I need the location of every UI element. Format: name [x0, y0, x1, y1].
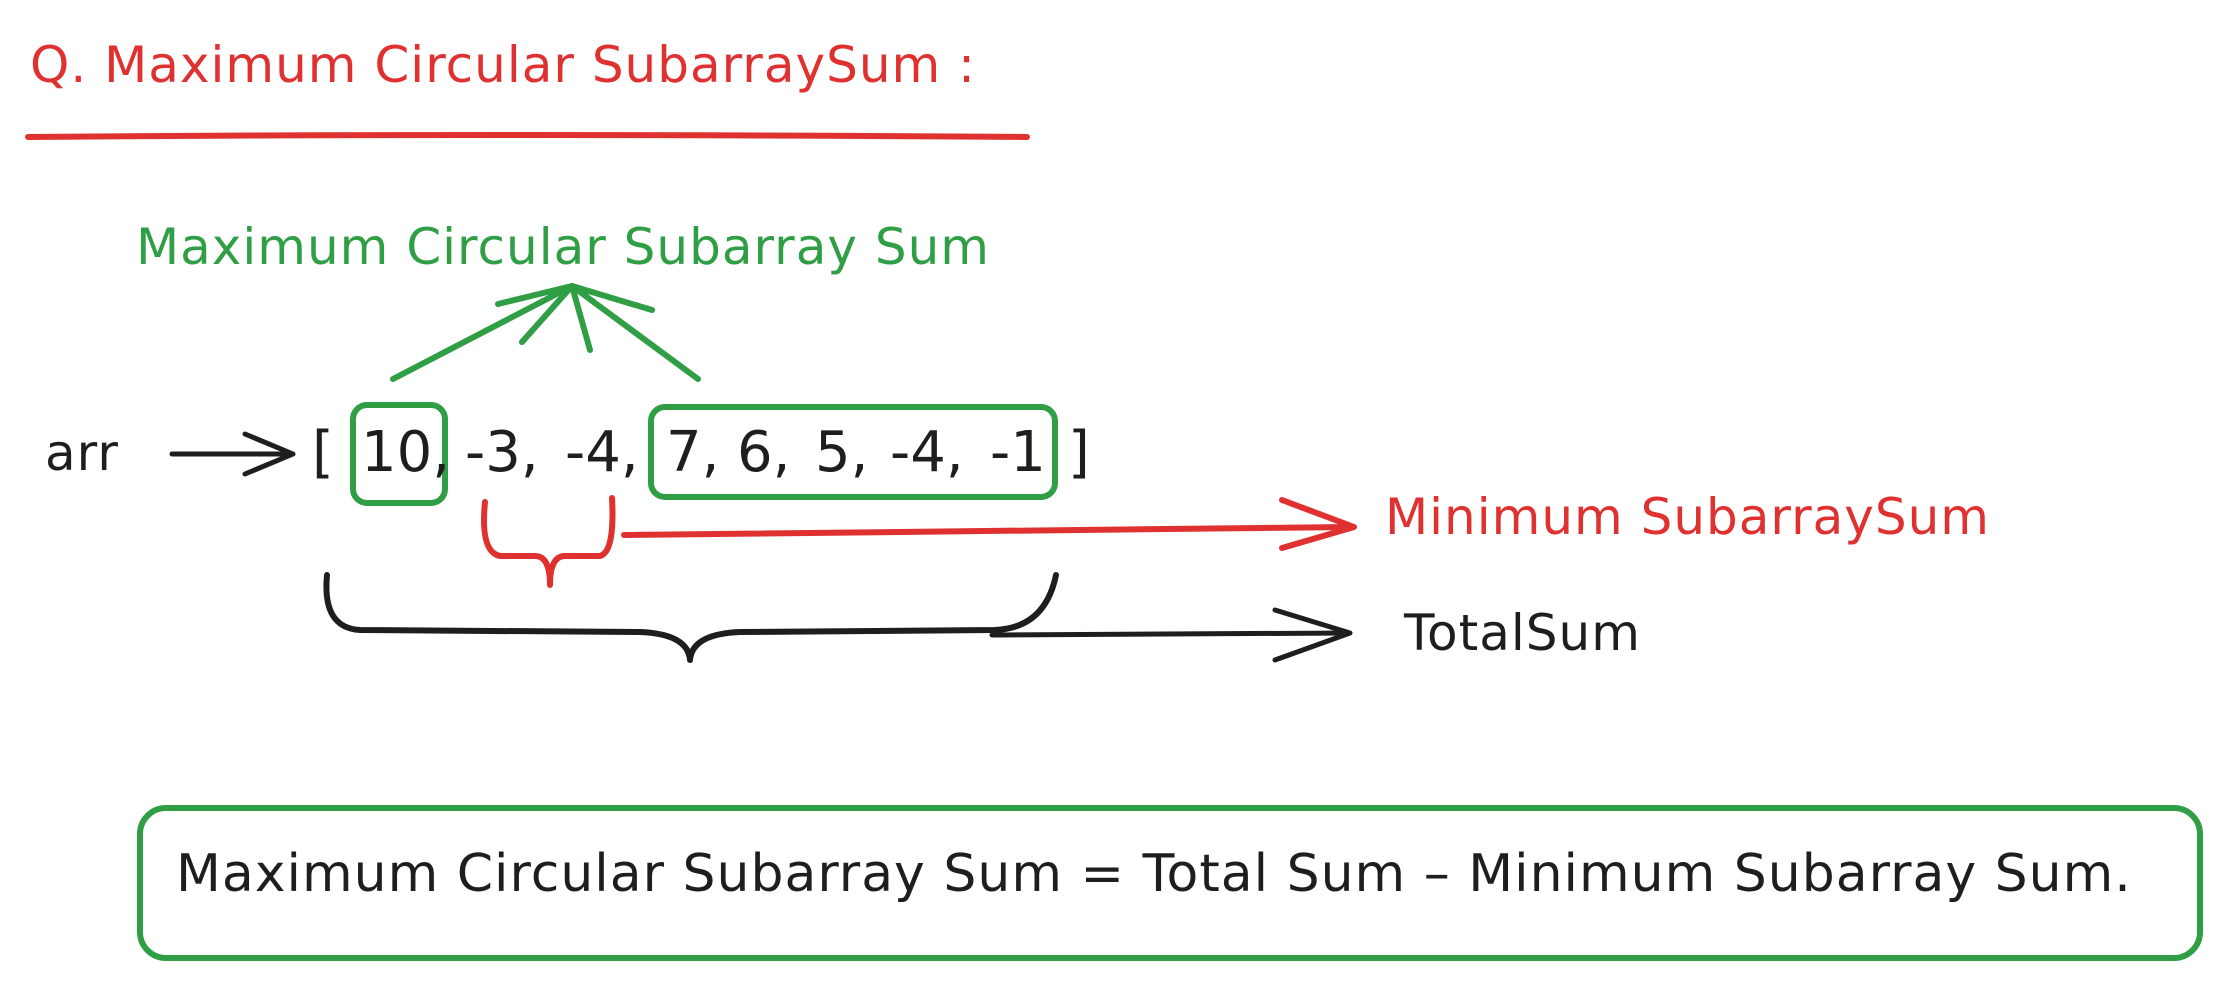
formula-box	[137, 805, 2203, 961]
red-arrow-head	[1279, 497, 1357, 551]
red-brace	[481, 495, 616, 588]
green-arrow-right-shaft	[569, 283, 701, 382]
black-brace	[323, 572, 1059, 663]
arr-label: arr	[45, 424, 119, 482]
green-arrow-left-shaft	[390, 283, 575, 382]
array-element: -4,	[890, 420, 964, 485]
max-circular-subarray-label: Maximum Circular Subarray Sum	[136, 218, 990, 276]
black-arrow-head	[1272, 607, 1353, 663]
array-open-bracket: [	[312, 420, 334, 485]
red-arrow-shaft	[621, 524, 1355, 538]
array-element: 5,	[815, 420, 869, 485]
green-arrow-head-right	[569, 283, 655, 353]
array-element: -3,	[465, 420, 539, 485]
total-sum-label: TotalSum	[1404, 604, 1641, 662]
black-arrow-shaft	[989, 630, 1351, 638]
page-title: Q. Maximum Circular SubarraySum :	[30, 36, 976, 94]
array-element: -4,	[565, 420, 639, 485]
arr-arrow-head	[242, 431, 296, 477]
minimum-subarray-sum-label: Minimum SubarraySum	[1385, 488, 1991, 546]
array-close-bracket: ]	[1068, 420, 1090, 485]
array-element: 7,	[666, 420, 720, 485]
green-arrow-head-left	[495, 283, 575, 345]
array-element: 6,	[737, 420, 791, 485]
array-element: 10,	[361, 420, 451, 485]
green-box-tail-elements	[648, 404, 1058, 500]
title-underline	[25, 132, 1030, 140]
green-box-first-element	[350, 402, 448, 506]
array-element: -1	[990, 420, 1046, 485]
formula-text: Maximum Circular Subarray Sum = Total Su…	[176, 844, 2132, 904]
